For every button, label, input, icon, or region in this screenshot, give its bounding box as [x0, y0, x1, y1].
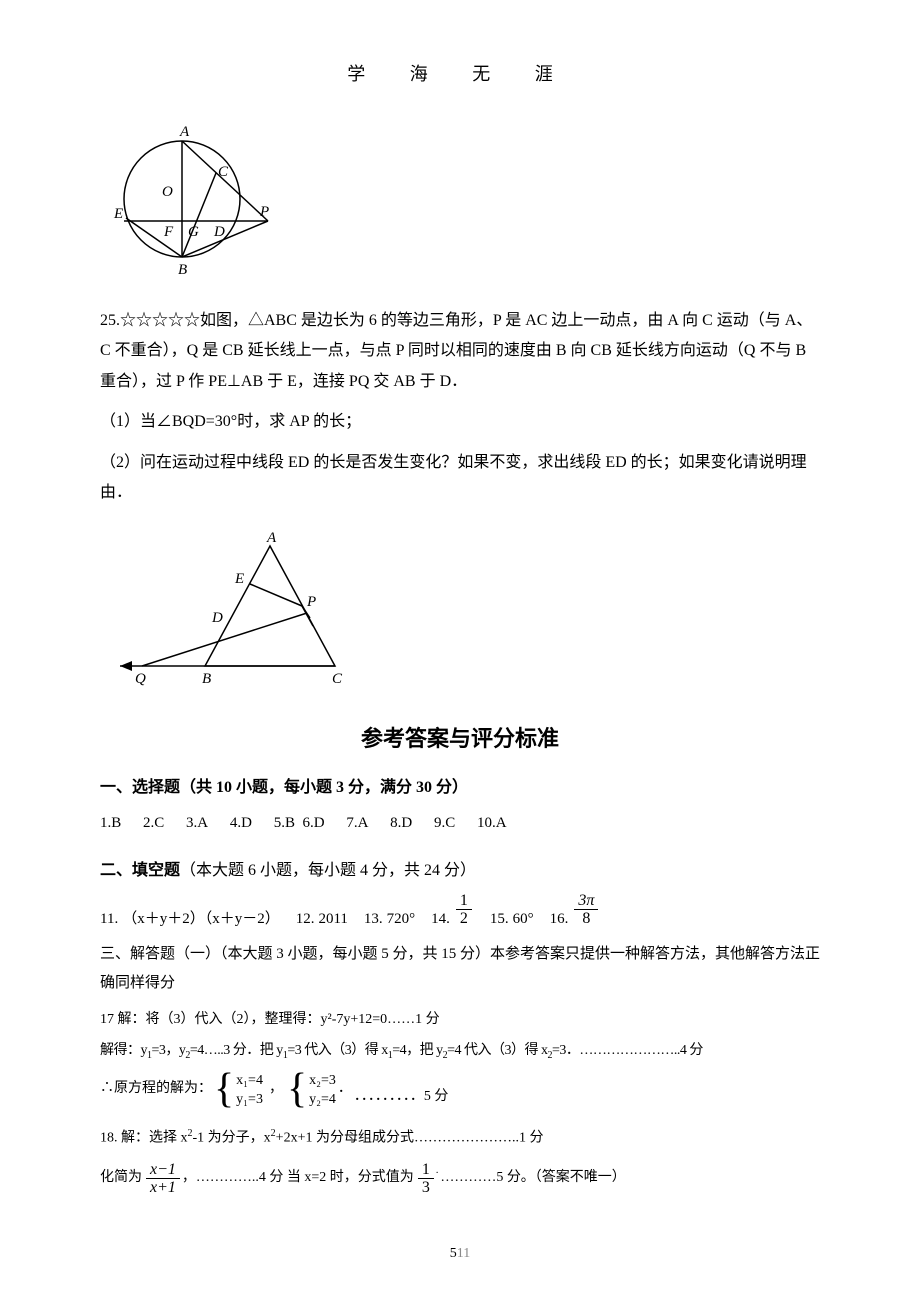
problem-25-q2: （2）问在运动过程中线段 ED 的长是否发生变化？如果不变，求出线段 ED 的长…	[100, 448, 820, 509]
section-2-heading: 二、填空题（本大题 6 小题，每小题 4 分，共 24 分）	[100, 856, 820, 880]
problem-25-text: 25.☆☆☆☆☆如图，△ABC 是边长为 6 的等边三角形，P 是 AC 边上一…	[100, 306, 820, 397]
page-footer: 511	[0, 1246, 920, 1262]
svg-text:D: D	[211, 610, 223, 626]
section-3-heading: 三、解答题（一）（本大题 3 小题，每小题 5 分，共 15 分）本参考答案只提…	[100, 940, 820, 997]
q17-line2: 解得：y1=3，y2=4…..3 分．把 y1=3 代入（3）得 x1=4，把 …	[100, 1038, 820, 1065]
svg-text:A: A	[266, 530, 277, 546]
problem-25-q1: （1）当∠BQD=30°时，求 AP 的长；	[100, 407, 820, 437]
q18-line2: 化简为 x−1 x+1 ，…………..4 分 当 x=2 时，分式值为 1 3 …	[100, 1161, 820, 1197]
answer-key-title: 参考答案与评分标准	[100, 721, 820, 753]
svg-text:Q: Q	[135, 671, 146, 687]
svg-text:E: E	[234, 571, 244, 587]
svg-text:P: P	[259, 204, 269, 220]
diagram-circle-triangle: A C O E F G D P B	[110, 116, 820, 286]
svg-text:O: O	[162, 184, 173, 200]
svg-text:E: E	[113, 206, 123, 222]
mc-answers: 1.B 2.C 3.A 4.D 5.B 6.D 7.A 8.D 9.C 10.A	[100, 809, 820, 838]
fill-blank-answers: 11.（x＋y＋2）（x＋y－2） 12.2011 13.720° 14. 12…	[100, 892, 820, 928]
svg-text:D: D	[213, 224, 225, 240]
page-header: 学 海 无 涯	[100, 60, 820, 86]
svg-text:A: A	[179, 124, 190, 140]
diagram-triangle-points: A E P D Q B C	[110, 528, 820, 693]
svg-text:F: F	[163, 224, 174, 240]
section-1-heading: 一、选择题（共 10 小题，每小题 3 分，满分 30 分）	[100, 773, 820, 797]
q18-line1: 18. 解：选择 x2-1 为分子，x2+2x+1 为分母组成分式……………………	[100, 1124, 820, 1152]
svg-text:C: C	[218, 164, 229, 180]
svg-text:B: B	[178, 262, 187, 278]
svg-text:G: G	[188, 224, 199, 240]
q17-line1: 17 解：将（3）代入（2），整理得：y²-7y+12=0……1 分	[100, 1007, 820, 1034]
q17-solution-systems: ∴原方程的解为： { x₁=4 y₁=3 ， { x₂=3 y₂=4 ． ．．．…	[100, 1068, 820, 1110]
svg-text:C: C	[332, 671, 343, 687]
svg-text:B: B	[202, 671, 211, 687]
geometry-svg-2: A E P D Q B C	[110, 528, 360, 688]
svg-text:P: P	[306, 594, 316, 610]
geometry-svg-1: A C O E F G D P B	[110, 116, 280, 281]
